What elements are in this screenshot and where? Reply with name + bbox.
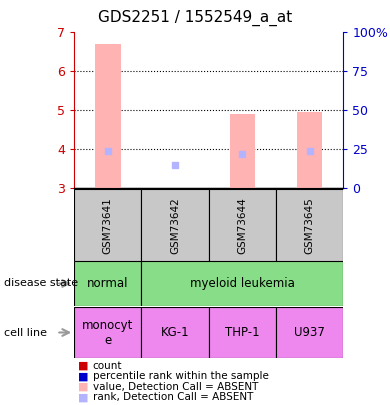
Text: U937: U937: [294, 326, 325, 339]
Bar: [95, 44, 121, 188]
Text: normal: normal: [87, 277, 128, 290]
Text: GSM73644: GSM73644: [237, 197, 247, 254]
Text: KG-1: KG-1: [161, 326, 189, 339]
Text: myeloid leukemia: myeloid leukemia: [190, 277, 295, 290]
Bar: [229, 114, 255, 188]
Bar: [74, 307, 141, 358]
Bar: [141, 307, 209, 358]
Text: disease state: disease state: [4, 279, 78, 288]
Text: GSM73641: GSM73641: [103, 197, 113, 254]
Bar: [276, 189, 343, 261]
Bar: [209, 307, 276, 358]
Bar: [74, 189, 141, 261]
Bar: [209, 189, 276, 261]
Text: percentile rank within the sample: percentile rank within the sample: [93, 371, 269, 381]
Bar: [297, 112, 323, 188]
Text: rank, Detection Call = ABSENT: rank, Detection Call = ABSENT: [93, 392, 253, 402]
Bar: [141, 261, 343, 306]
Bar: [74, 261, 141, 306]
Bar: [276, 307, 343, 358]
Bar: [141, 189, 209, 261]
Text: THP-1: THP-1: [225, 326, 260, 339]
Text: ■: ■: [78, 371, 89, 381]
Text: ■: ■: [78, 382, 89, 392]
Text: value, Detection Call = ABSENT: value, Detection Call = ABSENT: [93, 382, 258, 392]
Text: GSM73642: GSM73642: [170, 197, 180, 254]
Text: cell line: cell line: [4, 328, 47, 337]
Text: GDS2251 / 1552549_a_at: GDS2251 / 1552549_a_at: [98, 10, 292, 26]
Text: count: count: [93, 361, 122, 371]
Text: ■: ■: [78, 361, 89, 371]
Text: ■: ■: [78, 392, 89, 402]
Text: monocyt
e: monocyt e: [82, 318, 133, 347]
Text: GSM73645: GSM73645: [305, 197, 315, 254]
